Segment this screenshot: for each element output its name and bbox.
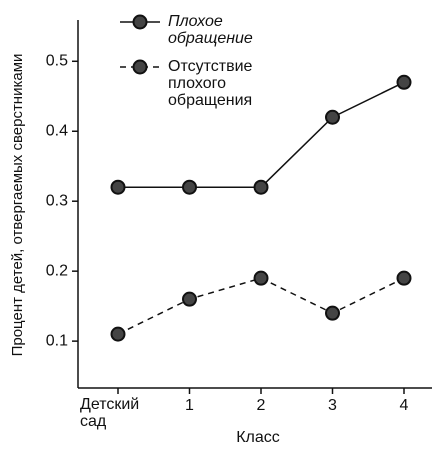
point [182,179,197,195]
point [253,179,269,195]
point [325,109,340,125]
x-tick-label: 2 [257,397,266,414]
point [325,305,340,321]
point [110,326,126,342]
point [396,74,412,90]
legend-marker [132,14,148,30]
point [396,270,412,286]
y-tick-label: 0.4 [46,122,68,139]
point [253,270,269,286]
legend-label: Отсутствие плохого обращения [168,58,253,109]
point [182,291,197,307]
x-tick-label: 1 [185,397,194,414]
point [110,179,126,195]
x-axis-label: Класс [236,429,280,446]
y-tick-label: 0.3 [46,192,68,209]
y-tick-label: 0.2 [46,262,68,279]
x-tick-label: Детский сад [80,396,140,430]
x-tick-label: 3 [328,397,337,414]
legend-marker [132,59,148,75]
y-tick-label: 0.1 [46,332,68,349]
y-axis-label: Процент детей, отвергаемых сверстниками [9,54,26,357]
x-tick-label: 4 [400,397,409,414]
series-line [117,277,405,335]
y-tick-label: 0.5 [46,52,68,69]
legend-label: Плохое обращение [168,13,253,47]
